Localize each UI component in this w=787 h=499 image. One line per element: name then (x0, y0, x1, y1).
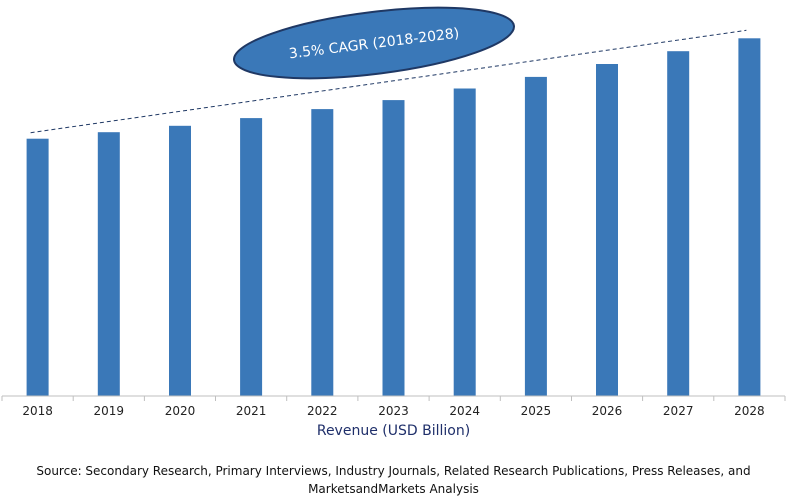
bars-group (26, 38, 761, 397)
x-tick-label-2018: 2018 (22, 404, 53, 418)
bar-2028 (738, 38, 761, 397)
x-tick-label-2020: 2020 (165, 404, 196, 418)
bar-2027 (667, 51, 690, 396)
bar-2023 (382, 100, 405, 396)
x-axis-ticks (1, 396, 786, 401)
bar-2020 (169, 125, 191, 397)
bar-2022 (311, 109, 334, 396)
source-note: Source: Secondary Research, Primary Inte… (20, 462, 767, 498)
x-tick-label-2022: 2022 (307, 404, 338, 418)
bar-2018 (26, 138, 49, 396)
bar-2021 (240, 118, 263, 396)
x-tick-label-2028: 2028 (734, 404, 765, 418)
cagr-trend-line (30, 29, 747, 134)
x-tick-label-2027: 2027 (663, 404, 694, 418)
cagr-ellipse (233, 6, 515, 80)
bar-2024 (453, 88, 476, 396)
x-tick-label-2021: 2021 (236, 404, 267, 418)
x-axis-title: Revenue (USD Billion) (316, 423, 471, 439)
x-tick-label-2026: 2026 (592, 404, 623, 418)
x-tick-label-2019: 2019 (94, 404, 125, 418)
bar-2025 (524, 76, 547, 397)
source-line-1: Source: Secondary Research, Primary Inte… (36, 464, 751, 478)
x-axis-tick-labels: 2018 2019 2020 2021 2022 2023 2024 2025 2026 2027… (22, 404, 764, 418)
bar-2019 (97, 132, 120, 396)
x-tick-label-2025: 2025 (521, 404, 552, 418)
x-tick-label-2024: 2024 (449, 404, 480, 418)
cagr-annotation: 3.5% CAGR (2018-2028) (233, 6, 515, 80)
x-tick-label-2023: 2023 (378, 404, 409, 418)
source-line-2: MarketsandMarkets Analysis (308, 482, 479, 496)
bar-2026 (596, 64, 618, 396)
